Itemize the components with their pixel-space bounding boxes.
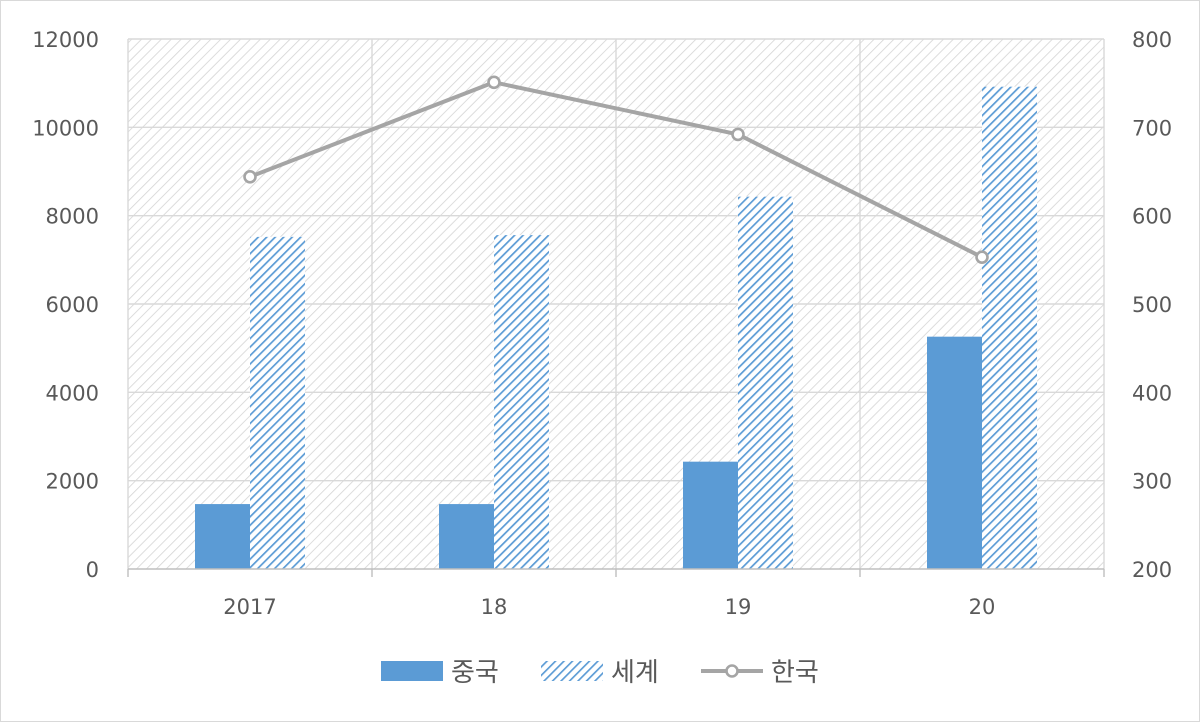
y-left-tick-label: 12000 [32,28,99,52]
y-right-tick-label: 500 [1132,293,1172,317]
bar-중국-2017 [195,504,250,569]
bar-중국-18 [439,504,494,569]
legend-marker-한국 [725,664,739,678]
bar-세계-18 [494,235,549,569]
y-right-tick-label: 200 [1132,558,1172,582]
point-한국-19 [731,127,745,142]
bars [195,86,1037,570]
y-left-tick-label: 0 [86,558,99,582]
x-tick-label: 2017 [223,595,276,619]
bar-중국-20 [927,336,982,569]
legend-label-한국: 한국 [771,658,819,688]
legend: 중국 세계 한국 [381,658,819,688]
legend-swatch-세계 [541,661,603,681]
y-right-tick-label: 800 [1132,28,1172,52]
line-한국 [249,80,983,259]
y-left-tick-label: 8000 [46,205,99,229]
y-left-tick-label: 10000 [32,116,99,140]
y-right-tick-label: 400 [1132,381,1172,405]
x-tick-label: 19 [725,595,752,619]
x-tick-label: 18 [481,595,508,619]
y-right-tick-label: 700 [1132,116,1172,140]
axes: 0 2000 4000 6000 8000 10000 12000 200 300 400 500 6… [32,28,1172,619]
bar-세계-20 [982,86,1037,569]
legend-label-중국: 중국 [451,658,499,688]
x-tick-label: 20 [969,595,996,619]
line-series [243,75,989,264]
point-한국-18 [487,75,501,90]
y-right-tick-label: 600 [1132,205,1172,229]
bar-중국-19 [683,461,738,569]
point-한국-2017 [243,170,257,184]
y-right-tick-label: 300 [1132,470,1172,494]
y-left-tick-label: 6000 [46,293,99,317]
legend-swatch-중국 [381,661,443,681]
y-left-tick-label: 4000 [46,381,99,405]
bar-세계-19 [738,196,793,570]
legend-label-세계: 세계 [611,658,659,688]
bar-세계-2017 [250,236,305,569]
y-left-tick-label: 2000 [46,470,99,494]
point-한국-20 [975,250,989,264]
